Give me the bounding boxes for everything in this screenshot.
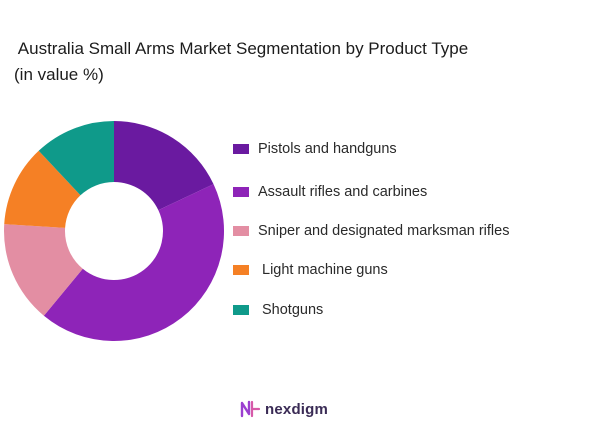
legend-item-assault-rifles: Assault rifles and carbines (233, 181, 427, 203)
legend-label-sniper-rifles: Sniper and designated marksman rifles (258, 223, 510, 239)
legend-item-shotguns: Shotguns (233, 299, 323, 321)
donut-slice-pistols (114, 120, 214, 211)
legend-swatch-pistols (233, 144, 249, 154)
legend-swatch-sniper-rifles (233, 226, 249, 236)
legend-swatch-assault-rifles (233, 187, 249, 197)
legend-label-shotguns: Shotguns (262, 302, 324, 318)
legend-item-pistols: Pistols and handguns (233, 138, 397, 160)
legend-label-pistols: Pistols and handguns (258, 141, 397, 157)
legend-swatch-shotguns (233, 305, 249, 315)
legend-label-light-machine-guns: Light machine guns (262, 262, 388, 278)
legend-item-light-machine-guns: Light machine guns (233, 259, 388, 281)
donut-slice-light-machine-guns (4, 150, 81, 228)
chart-title: Australia Small Arms Market Segmentation… (14, 39, 469, 84)
legend-swatch-light-machine-guns (233, 265, 249, 275)
donut-slice-shotguns (38, 120, 115, 196)
nexdigm-logo-text: nexdigm (265, 400, 329, 418)
donut-slice-assault-rifles (43, 184, 225, 342)
legend-label-assault-rifles: Assault rifles and carbines (258, 184, 428, 200)
nexdigm-logo: nexdigm (240, 400, 328, 418)
donut-slice-sniper-rifles (4, 224, 83, 316)
nexdigm-logo-icon (240, 400, 261, 418)
legend-item-sniper-rifles: Sniper and designated marksman rifles (233, 220, 509, 242)
